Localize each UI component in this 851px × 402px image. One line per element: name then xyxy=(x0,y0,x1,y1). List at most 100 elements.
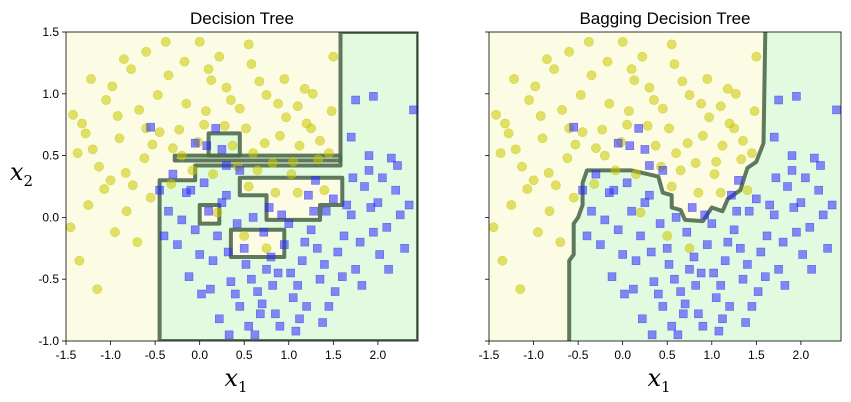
class0-point-47 xyxy=(174,124,185,135)
class0-point-33 xyxy=(246,59,257,69)
class1-point-53 xyxy=(591,169,601,179)
class0-point-19 xyxy=(315,135,325,146)
class0-point-52 xyxy=(241,123,251,134)
class0-point-3 xyxy=(524,95,534,105)
x-axis-label-main: x xyxy=(647,364,661,392)
class0-point-53 xyxy=(677,76,688,87)
x-tick-label: -1.5 xyxy=(56,348,77,362)
class0-point-16 xyxy=(698,130,708,141)
class1-point-36 xyxy=(259,227,269,237)
class0-point-81 xyxy=(319,185,330,196)
region-class0-island-1 xyxy=(230,229,285,257)
x-axis-label: x1 xyxy=(647,364,670,396)
class0-point-5 xyxy=(127,180,138,191)
class1-point-67 xyxy=(293,281,303,290)
class1-point-93 xyxy=(723,237,733,247)
class1-point-52 xyxy=(582,231,592,241)
class0-point-51 xyxy=(650,140,661,151)
class0-point-37 xyxy=(299,84,310,94)
class1-point-69 xyxy=(311,176,320,185)
class0-point-61 xyxy=(506,200,517,210)
class0-point-64 xyxy=(132,237,143,247)
class0-point-15 xyxy=(684,90,695,100)
class1-point-20 xyxy=(324,302,334,311)
class1-point-25 xyxy=(792,227,801,237)
class1-point-85 xyxy=(346,132,356,142)
class1-point-57 xyxy=(204,206,213,216)
class0-point-11 xyxy=(208,169,218,179)
x-axis-label-subscript: 1 xyxy=(661,378,671,396)
class0-point-77 xyxy=(635,207,646,218)
class0-point-28 xyxy=(179,56,190,67)
class0-point-47 xyxy=(597,124,608,135)
class0-point-30 xyxy=(206,75,217,86)
class0-point-54 xyxy=(267,158,278,168)
class1-point-35 xyxy=(673,330,683,340)
y-tick-label: 0.0 xyxy=(42,210,59,224)
class0-point-63 xyxy=(544,206,555,217)
class1-point-17 xyxy=(720,256,730,266)
class1-point-34 xyxy=(664,260,674,269)
class1-point-99 xyxy=(222,161,231,170)
class0-point-63 xyxy=(121,206,132,217)
class0-point-4 xyxy=(114,133,125,144)
class1-point-49 xyxy=(798,250,808,259)
class1-point-21 xyxy=(333,247,343,257)
class0-point-21 xyxy=(509,74,519,84)
class1-point-12 xyxy=(676,287,685,296)
class0-point-37 xyxy=(722,84,733,94)
class1-point-61 xyxy=(662,244,672,253)
class0-point-7 xyxy=(577,127,588,138)
class1-point-6 xyxy=(199,178,209,188)
class1-point-54 xyxy=(600,215,610,225)
class1-point-63 xyxy=(680,299,690,309)
class0-point-34 xyxy=(682,138,693,149)
class1-point-76 xyxy=(796,198,806,207)
class1-point-55 xyxy=(609,185,619,195)
class1-point-64 xyxy=(689,252,699,262)
class1-point-33 xyxy=(232,219,242,228)
class0-point-82 xyxy=(662,230,673,241)
class1-point-60 xyxy=(231,289,240,299)
decision-boundary xyxy=(567,32,768,341)
class1-point-38 xyxy=(277,210,287,220)
class1-point-88 xyxy=(678,309,688,319)
class0-point-83 xyxy=(261,243,272,254)
class1-point-5 xyxy=(190,225,200,235)
class1-point-65 xyxy=(698,321,708,331)
class0-point-75 xyxy=(747,148,757,158)
x-tick-label: -0.5 xyxy=(568,348,589,362)
class0-point-38 xyxy=(313,154,324,165)
class0-point-43 xyxy=(543,167,554,178)
class1-point-70 xyxy=(320,260,329,269)
class0-point-65 xyxy=(568,192,579,203)
class0-point-42 xyxy=(107,81,118,92)
class1-point-24 xyxy=(783,182,792,191)
y-axis-label-main: x xyxy=(10,158,24,186)
class0-point-74 xyxy=(306,123,316,134)
class0-point-60 xyxy=(515,284,526,294)
class1-point-26 xyxy=(801,173,810,183)
class1-point-7 xyxy=(208,256,218,266)
class1-point-35 xyxy=(250,330,260,340)
class1-point-1 xyxy=(578,185,587,195)
class1-point-14 xyxy=(694,309,703,319)
class1-point-28 xyxy=(395,210,405,220)
y-tick-label: -1.0 xyxy=(38,334,59,348)
class0-point-40 xyxy=(80,128,91,139)
class0-point-87 xyxy=(243,39,254,50)
class1-point-21 xyxy=(756,247,766,257)
class0-point-30 xyxy=(629,75,640,86)
class1-point-90 xyxy=(318,318,327,327)
decision-boundary-3 xyxy=(237,175,345,222)
class1-point-11 xyxy=(244,321,253,331)
class0-point-86 xyxy=(626,64,637,74)
class1-point-10 xyxy=(658,302,668,311)
class1-point-41 xyxy=(304,190,313,200)
class0-point-84 xyxy=(119,54,129,65)
class1-point-48 xyxy=(789,203,799,212)
class1-point-100 xyxy=(625,141,635,150)
class1-point-78 xyxy=(814,185,824,195)
class1-point-62 xyxy=(248,213,258,222)
